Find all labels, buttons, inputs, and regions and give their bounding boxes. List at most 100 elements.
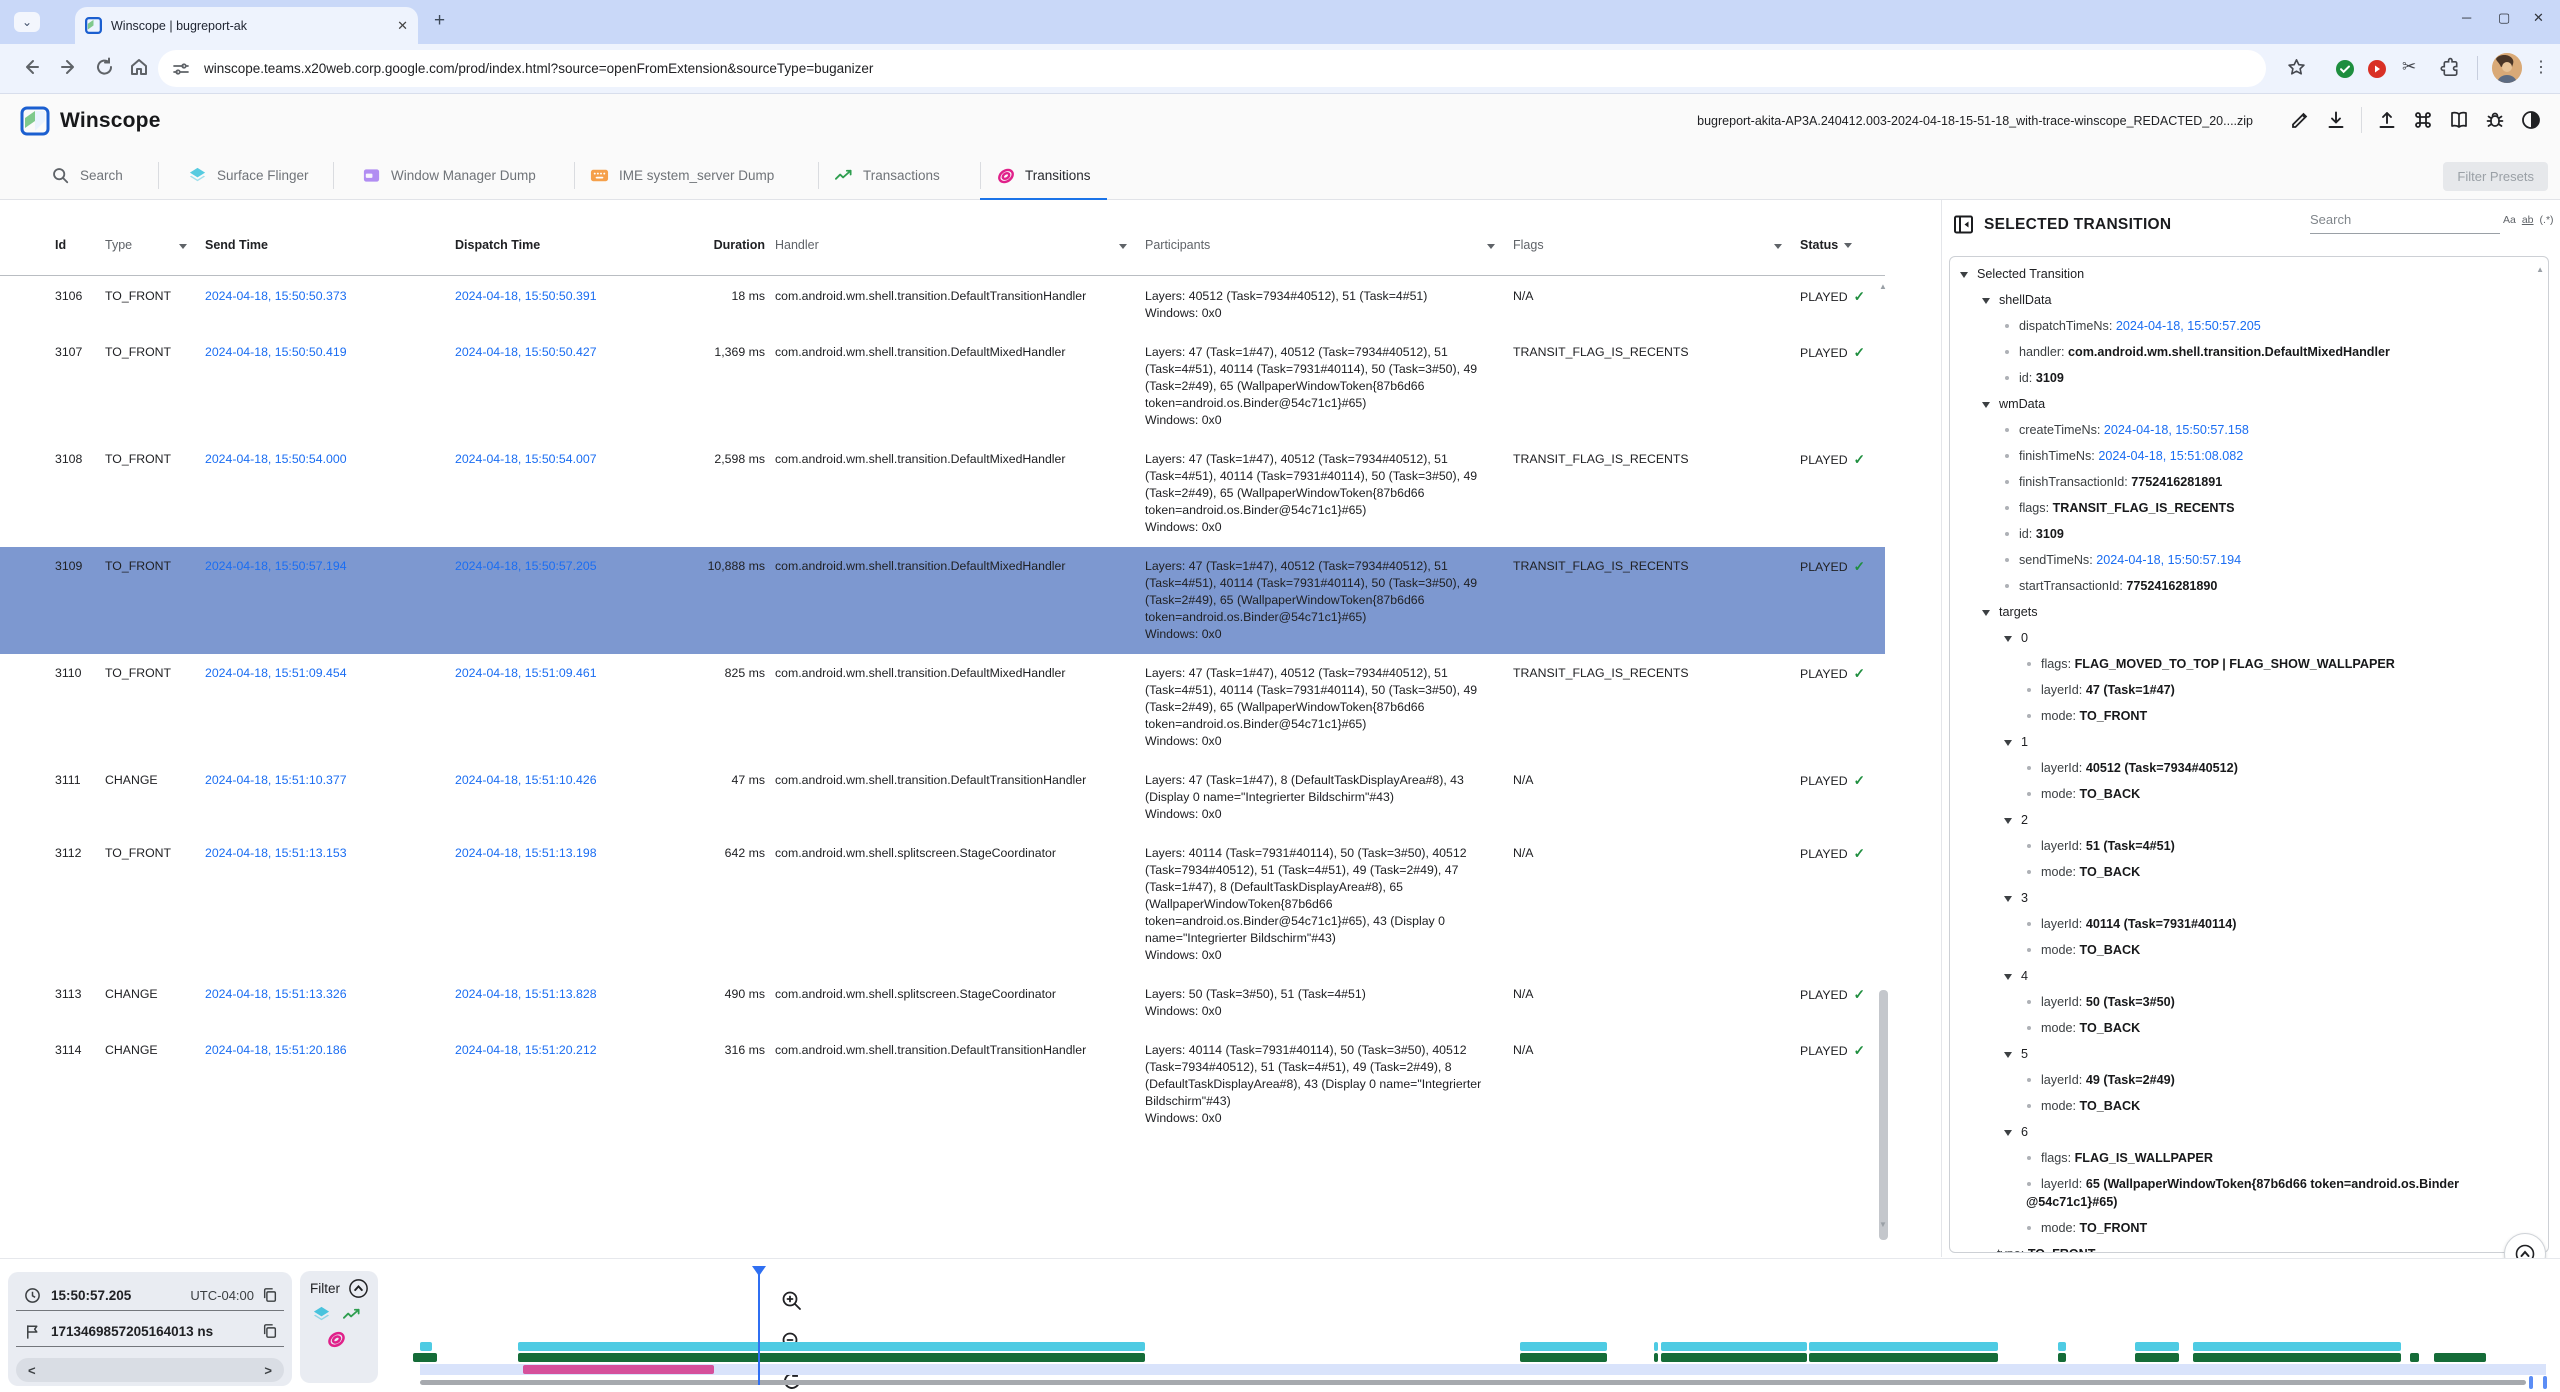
tune-icon[interactable] (172, 60, 190, 78)
tree-node-wmdata[interactable]: wmData (1950, 391, 2548, 417)
next-entry-button[interactable]: > (264, 1362, 272, 1378)
tree-node-shelldata[interactable]: shellData (1950, 287, 2548, 313)
menu-dots-icon[interactable]: ⋮ (2533, 59, 2549, 76)
download-icon[interactable] (2325, 109, 2347, 131)
timeline-cursor-handle[interactable] (752, 1266, 766, 1276)
tab-search-chevron-icon[interactable]: ⌄ (14, 12, 40, 32)
expand-arrow-icon[interactable] (1982, 402, 1990, 408)
timeline-segment-surface-flinger[interactable] (518, 1342, 1145, 1351)
extensions-puzzle-icon[interactable] (2440, 57, 2461, 78)
table-scroll-down-icon[interactable]: ▼ (1879, 1220, 1887, 1229)
filter-transitions-icon[interactable] (326, 1329, 347, 1350)
timeline-segment-surface-flinger[interactable] (2135, 1342, 2179, 1351)
filter-transactions-icon[interactable] (342, 1305, 361, 1324)
filter-layers-icon[interactable] (312, 1305, 331, 1324)
ext-check-icon[interactable] (2334, 58, 2356, 80)
column-header-send-time[interactable]: Send Time (205, 230, 455, 275)
timeline-segment-transactions[interactable] (2434, 1353, 2486, 1362)
tab-ime-system-server-dump[interactable]: IME system_server Dump (574, 152, 790, 198)
tab-surface-flinger[interactable]: Surface Flinger (172, 152, 325, 198)
cell-send-time-link[interactable]: 2024-04-18, 15:50:50.419 (205, 345, 347, 359)
cell-dispatch-time-link[interactable]: 2024-04-18, 15:51:09.461 (455, 666, 597, 680)
docs-icon[interactable] (2448, 109, 2470, 131)
transition-row-3113[interactable]: 3113 CHANGE 2024-04-18, 15:51:13.326 2024-0… (0, 975, 1885, 1031)
command-icon[interactable] (2412, 109, 2434, 131)
tab-close-icon[interactable]: ✕ (397, 17, 408, 33)
timeline-segment-transactions[interactable] (1654, 1353, 1658, 1362)
tree-node-selected-transition[interactable]: Selected Transition (1950, 261, 2548, 287)
timeline-segment-transactions[interactable] (1520, 1353, 1607, 1362)
filter-chevron-icon[interactable] (1119, 244, 1127, 249)
window-maximize-button[interactable]: ▢ (2498, 10, 2511, 25)
cell-send-time-link[interactable]: 2024-04-18, 15:51:10.377 (205, 773, 347, 787)
timeline-segment-surface-flinger[interactable] (420, 1342, 432, 1351)
panel-scroll-up-icon[interactable]: ▲ (2536, 265, 2544, 274)
cell-send-time-link[interactable]: 2024-04-18, 15:51:09.454 (205, 666, 347, 680)
timeline-segment-transactions[interactable] (2135, 1353, 2179, 1362)
panel-search-input[interactable]: Search (2310, 212, 2500, 234)
transition-row-3108[interactable]: 3108 TO_FRONT 2024-04-18, 15:50:54.000 2024… (0, 440, 1885, 547)
expand-arrow-icon[interactable] (2004, 896, 2012, 902)
column-header-status[interactable]: Status (1800, 230, 1910, 275)
tab-transitions[interactable]: Transitions (980, 152, 1107, 200)
current-time-value[interactable]: 15:50:57.205 (51, 1287, 132, 1303)
cell-dispatch-time-link[interactable]: 2024-04-18, 15:50:57.205 (455, 559, 597, 573)
tree-node-6[interactable]: 6 (1950, 1119, 2548, 1145)
column-header-handler[interactable]: Handler (775, 230, 1145, 275)
column-header-dispatch-time[interactable]: Dispatch Time (455, 230, 705, 275)
expand-arrow-icon[interactable] (2004, 818, 2012, 824)
timeline-segment-surface-flinger[interactable] (1661, 1342, 1807, 1351)
tree-node-0[interactable]: 0 (1950, 625, 2548, 651)
tree-node-4[interactable]: 4 (1950, 963, 2548, 989)
contrast-icon[interactable] (2520, 109, 2542, 131)
new-tab-button[interactable]: + (434, 10, 446, 31)
transition-row-3107[interactable]: 3107 TO_FRONT 2024-04-18, 15:50:50.419 2024… (0, 333, 1885, 440)
cell-send-time-link[interactable]: 2024-04-18, 15:51:20.186 (205, 1043, 347, 1057)
transition-row-3111[interactable]: 3111 CHANGE 2024-04-18, 15:51:10.377 2024-0… (0, 761, 1885, 834)
table-scrollbar[interactable] (1879, 990, 1888, 1240)
filter-chevron-icon[interactable] (1487, 244, 1495, 249)
upload-icon[interactable] (2376, 109, 2398, 131)
cell-send-time-link[interactable]: 2024-04-18, 15:50:54.000 (205, 452, 347, 466)
column-header-type[interactable]: Type (105, 230, 205, 275)
tab-search[interactable]: Search (35, 152, 139, 198)
cell-send-time-link[interactable]: 2024-04-18, 15:51:13.326 (205, 987, 347, 1001)
timeline-segment-surface-flinger[interactable] (2193, 1342, 2401, 1351)
expand-arrow-icon[interactable] (2004, 636, 2012, 642)
timeline-segment-transactions[interactable] (413, 1353, 437, 1362)
expand-arrow-icon[interactable] (2004, 740, 2012, 746)
forward-icon[interactable] (58, 56, 80, 78)
back-icon[interactable] (20, 56, 42, 78)
column-header-flags[interactable]: Flags (1513, 230, 1800, 275)
timeline-cursor[interactable] (758, 1266, 760, 1385)
regex-option[interactable]: (.*) (2539, 214, 2554, 226)
window-close-button[interactable]: ✕ (2533, 10, 2544, 25)
ext-red-icon[interactable] (2366, 58, 2388, 80)
browser-tab[interactable]: Winscope | bugreport-ak ✕ (75, 7, 418, 44)
zoom-in-icon[interactable] (780, 1289, 804, 1313)
timeline-segment-transactions[interactable] (2058, 1353, 2066, 1362)
timeline-segment-surface-flinger[interactable] (1654, 1342, 1658, 1351)
timeline-tracks[interactable] (0, 1259, 2560, 1392)
scissors-icon[interactable]: ✂ (2402, 57, 2417, 76)
bookmark-star-icon[interactable] (2286, 57, 2307, 78)
timeline-segment-transactions[interactable] (1661, 1353, 1807, 1362)
tree-node-5[interactable]: 5 (1950, 1041, 2548, 1067)
timeline-segment-transitions[interactable] (523, 1365, 714, 1374)
column-header-participants[interactable]: Participants (1145, 230, 1513, 275)
filter-chevron-icon[interactable] (1774, 244, 1782, 249)
transition-row-3110[interactable]: 3110 TO_FRONT 2024-04-18, 15:51:09.454 2024… (0, 654, 1885, 761)
filter-chevron-icon[interactable] (179, 244, 187, 249)
cell-dispatch-time-link[interactable]: 2024-04-18, 15:51:20.212 (455, 1043, 597, 1057)
whole-word-option[interactable]: ab (2521, 214, 2534, 226)
tab-transactions[interactable]: Transactions (818, 152, 956, 198)
home-icon[interactable] (128, 56, 150, 78)
expand-arrow-icon[interactable] (2004, 1130, 2012, 1136)
tree-node-3[interactable]: 3 (1950, 885, 2548, 911)
column-header-id[interactable]: Id (55, 230, 105, 275)
cell-send-time-link[interactable]: 2024-04-18, 15:51:13.153 (205, 846, 347, 860)
transition-row-3114[interactable]: 3114 CHANGE 2024-04-18, 15:51:20.186 2024-0… (0, 1031, 1885, 1138)
cell-dispatch-time-link[interactable]: 2024-04-18, 15:50:50.391 (455, 289, 597, 303)
cell-dispatch-time-link[interactable]: 2024-04-18, 15:51:10.426 (455, 773, 597, 787)
url-bar[interactable]: winscope.teams.x20web.corp.google.com/pr… (158, 50, 2266, 87)
